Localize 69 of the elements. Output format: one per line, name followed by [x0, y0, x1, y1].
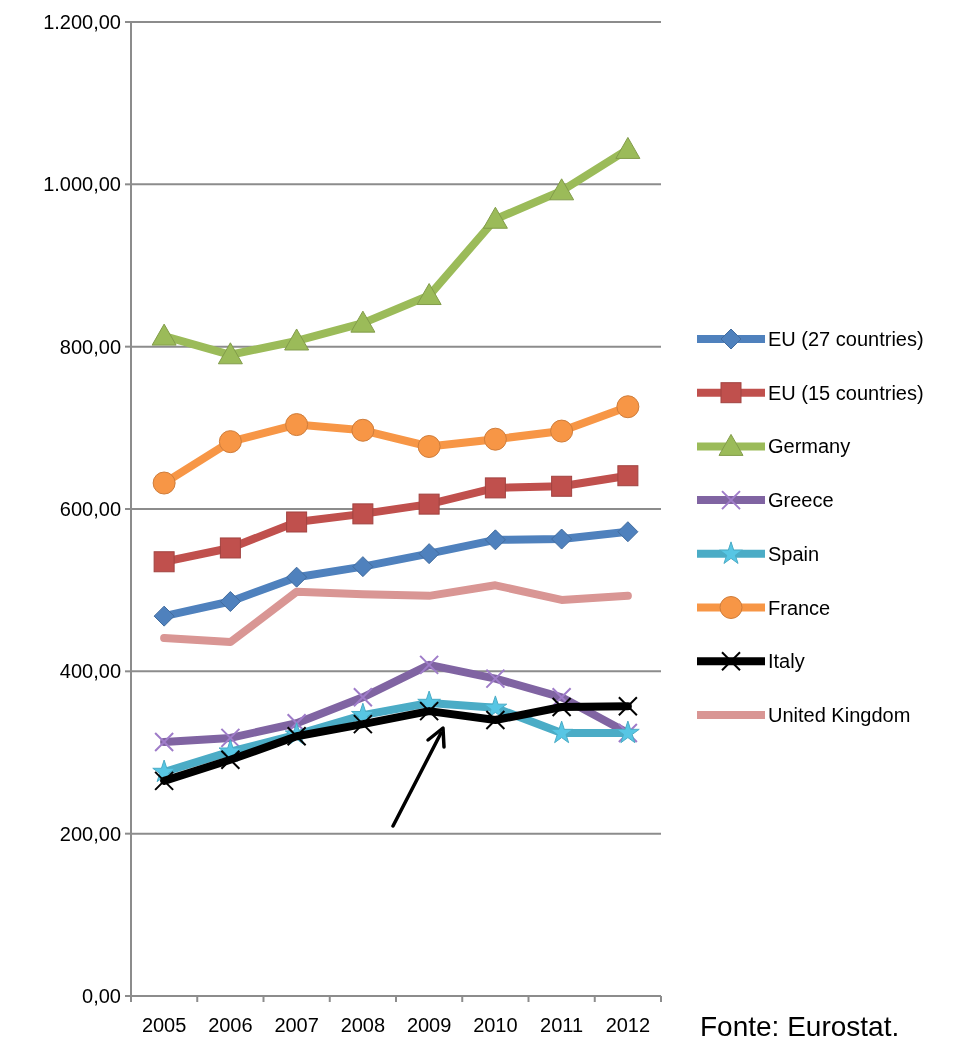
point [350, 310, 376, 333]
point [154, 731, 175, 752]
point [351, 418, 375, 442]
point [352, 687, 373, 708]
x-tick-label: 2010 [473, 1014, 518, 1036]
x-tick-label: 2009 [406, 1014, 452, 1036]
point [284, 328, 310, 351]
point [220, 749, 241, 770]
point [219, 591, 241, 613]
point [485, 710, 506, 731]
point [418, 493, 440, 515]
point [352, 714, 373, 735]
point [485, 668, 506, 689]
source-note: Fonte: Eurostat. [700, 1011, 900, 1042]
legend-label: Spain [768, 542, 820, 565]
y-tick-label: 1.200,00 [43, 11, 121, 33]
y-tick-label: 400,00 [59, 660, 121, 683]
point [286, 566, 308, 588]
x-tick-label: 2008 [340, 1014, 386, 1036]
legend-label: EU (15 countries) [768, 381, 924, 404]
point [286, 511, 308, 533]
legend-label: Germany [768, 435, 851, 458]
legend-label: EU (27 countries) [768, 328, 924, 350]
y-tick-label: 1.000,00 [43, 173, 121, 196]
point [285, 413, 309, 437]
x-tick-label: 2011 [540, 1014, 584, 1036]
point [219, 537, 241, 559]
point [419, 654, 440, 675]
point [484, 529, 506, 551]
y-tick-label: 0,00 [82, 985, 121, 1007]
x-tick-label: 2007 [274, 1014, 319, 1036]
point [352, 556, 374, 578]
point [218, 430, 242, 454]
point [483, 427, 507, 451]
point [617, 521, 639, 543]
point [154, 770, 175, 791]
x-tick-label: 2012 [605, 1014, 651, 1036]
x-tick-label: 2006 [208, 1014, 253, 1036]
legend-label: France [768, 596, 831, 619]
point [549, 178, 575, 201]
point [615, 136, 641, 159]
point [220, 727, 241, 748]
legend-label: Italy [768, 650, 805, 673]
y-tick-label: 800,00 [59, 335, 121, 358]
point [418, 543, 440, 565]
point [551, 697, 572, 718]
point [551, 528, 573, 550]
point [217, 342, 243, 365]
point [616, 395, 640, 419]
point [417, 435, 441, 458]
point [617, 696, 638, 717]
point [549, 720, 574, 744]
point [550, 419, 574, 443]
point [153, 605, 175, 627]
point [352, 503, 374, 525]
point [416, 283, 442, 306]
x-tick-label: 2005 [141, 1014, 187, 1036]
point [152, 471, 176, 495]
point [482, 206, 508, 229]
legend-label: Greece [768, 489, 834, 512]
point [153, 551, 175, 573]
point [551, 475, 573, 497]
y-tick-label: 600,00 [59, 498, 121, 520]
y-tick-label: 200,00 [59, 822, 121, 845]
point [151, 323, 177, 346]
point [617, 465, 639, 487]
point [419, 701, 440, 722]
legend-label: United Kingdom [768, 703, 911, 726]
point [484, 477, 506, 499]
